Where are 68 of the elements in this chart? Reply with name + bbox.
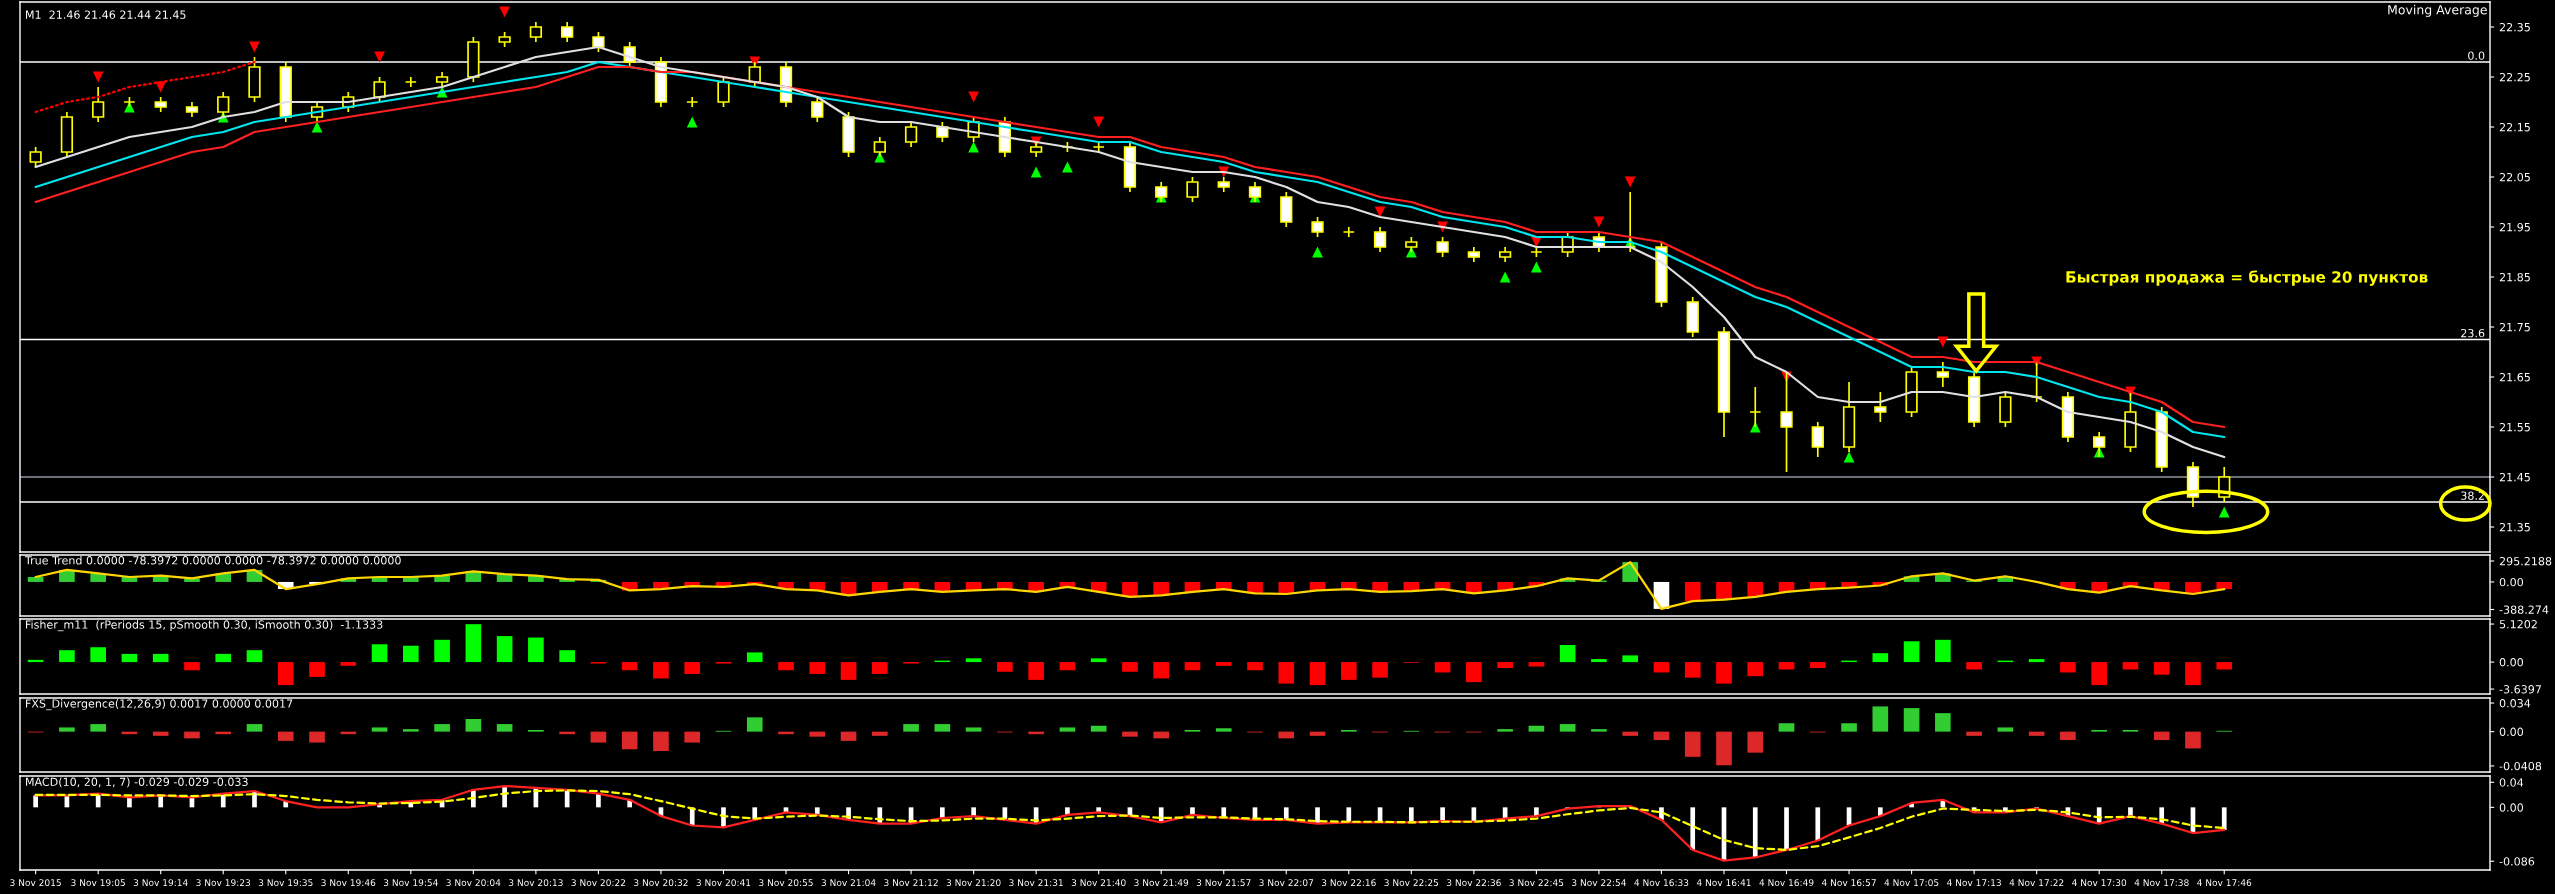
x-tick-label: 3 Nov 2015 <box>10 879 61 887</box>
x-tick-label: 3 Nov 21:20 <box>946 879 1001 887</box>
y-tick-label: 5.1202 <box>2499 620 2537 629</box>
y-tick-label: 295.2188 <box>2499 556 2552 566</box>
x-tick-label: 3 Nov 22:54 <box>1572 879 1626 887</box>
x-tick-label: 3 Nov 21:04 <box>821 879 876 887</box>
y-tick-label: 0.00 <box>2499 803 2524 812</box>
y-tick-label: 22.05 <box>2499 172 2530 182</box>
x-tick-label: 3 Nov 22:25 <box>1384 879 1439 887</box>
text: M1 21.46 21.46 21.44 21.45 <box>26 10 186 19</box>
chart-title: True Trend 0.0000 -78.3972 0.0000 0.0000 -78.3972 0.0000 0.0000 <box>24 555 401 565</box>
x-tick-label: 3 Nov 20:32 <box>634 879 688 887</box>
x-tick-label: 4 Nov 17:13 <box>1947 879 2001 887</box>
y-tick-label: 21.85 <box>2499 272 2530 282</box>
x-tick-label: 4 Nov 16:49 <box>1759 879 1814 887</box>
x-tick-label: 3 Nov 21:40 <box>1071 879 1126 887</box>
y-tick-label: 0.04 <box>2499 778 2524 787</box>
x-tick-label: 4 Nov 17:05 <box>1884 879 1939 887</box>
x-tick-label: 3 Nov 22:07 <box>1259 879 1314 887</box>
y-tick-label: -388.274 <box>2499 605 2549 614</box>
y-tick-label: -0.086 <box>2499 857 2535 866</box>
x-tick-label: 3 Nov 20:13 <box>509 879 563 887</box>
x-tick-label: 3 Nov 21:49 <box>1134 879 1189 887</box>
y-tick-label: -0.0408 <box>2499 761 2542 771</box>
x-tick-label: 4 Nov 17:22 <box>2009 879 2064 887</box>
x-tick-label: 3 Nov 19:23 <box>196 879 251 887</box>
x-tick-label: 3 Nov 20:04 <box>446 879 501 887</box>
x-tick-label: 3 Nov 21:12 <box>884 879 938 887</box>
x-tick-label: 3 Nov 20:41 <box>696 879 751 887</box>
x-tick-label: 3 Nov 19:14 <box>133 879 188 887</box>
x-tick-label: 4 Nov 17:46 <box>2197 879 2252 887</box>
y-tick-label: 21.65 <box>2499 372 2530 382</box>
x-tick-label: 4 Nov 17:38 <box>2134 879 2189 887</box>
y-tick-label: 0.034 <box>2499 699 2531 708</box>
y-tick-label: 21.55 <box>2499 422 2530 432</box>
x-tick-label: 4 Nov 16:41 <box>1696 879 1751 887</box>
y-tick-label: 22.35 <box>2499 22 2530 32</box>
x-tick-label: 3 Nov 19:54 <box>383 879 438 887</box>
x-tick-label: 3 Nov 20:55 <box>759 879 813 887</box>
y-tick-label: 21.75 <box>2499 322 2530 332</box>
annotation: Moving Average <box>2388 4 2487 17</box>
x-tick-label: 3 Nov 19:05 <box>71 879 125 887</box>
annotation: 23.6 <box>2461 328 2485 338</box>
y-tick-label: 0.00 <box>2499 658 2524 667</box>
y-tick-label: 0.00 <box>2499 727 2524 737</box>
chart-title: FXS_Divergence(12,26,9) 0.0017 0.0000 0.0017 <box>26 699 293 711</box>
y-tick-label: 0.00 <box>2499 577 2524 587</box>
x-tick-label: 3 Nov 19:46 <box>321 879 376 887</box>
x-tick-label: 4 Nov 17:30 <box>2072 879 2127 887</box>
y-tick-label: -3.6397 <box>2499 685 2541 694</box>
chart-title: Fisher_m11 (rPeriods 15, pSmooth 0.30, iSmooth 0.30) -1.1333 <box>26 620 383 632</box>
y-tick-label: 21.95 <box>2499 222 2530 232</box>
y-tick-label: 22.15 <box>2499 122 2530 132</box>
x-tick-label: 3 Nov 21:31 <box>1009 879 1063 887</box>
x-tick-label: 3 Nov 22:36 <box>1446 879 1501 887</box>
y-tick-label: 22.25 <box>2499 72 2530 82</box>
chart-title: MACD(10, 20, 1, 7) -0.029 -0.029 -0.033 <box>26 777 248 788</box>
annotation: 0.0 <box>2468 51 2485 60</box>
x-tick-label: 3 Nov 19:35 <box>258 879 313 887</box>
x-tick-label: 4 Nov 16:33 <box>1634 879 1689 887</box>
x-tick-label: 4 Nov 16:57 <box>1821 879 1876 887</box>
annotation: Быстрая продажа = быстрые 20 пунктов <box>2066 270 2428 286</box>
x-tick-label: 3 Nov 22:45 <box>1509 879 1564 887</box>
x-tick-label: 3 Nov 22:16 <box>1321 879 1376 887</box>
x-tick-label: 3 Nov 20:22 <box>571 879 626 887</box>
y-tick-label: 21.35 <box>2499 522 2530 532</box>
x-tick-label: 3 Nov 21:57 <box>1196 879 1251 887</box>
y-tick-label: 21.45 <box>2499 472 2530 482</box>
